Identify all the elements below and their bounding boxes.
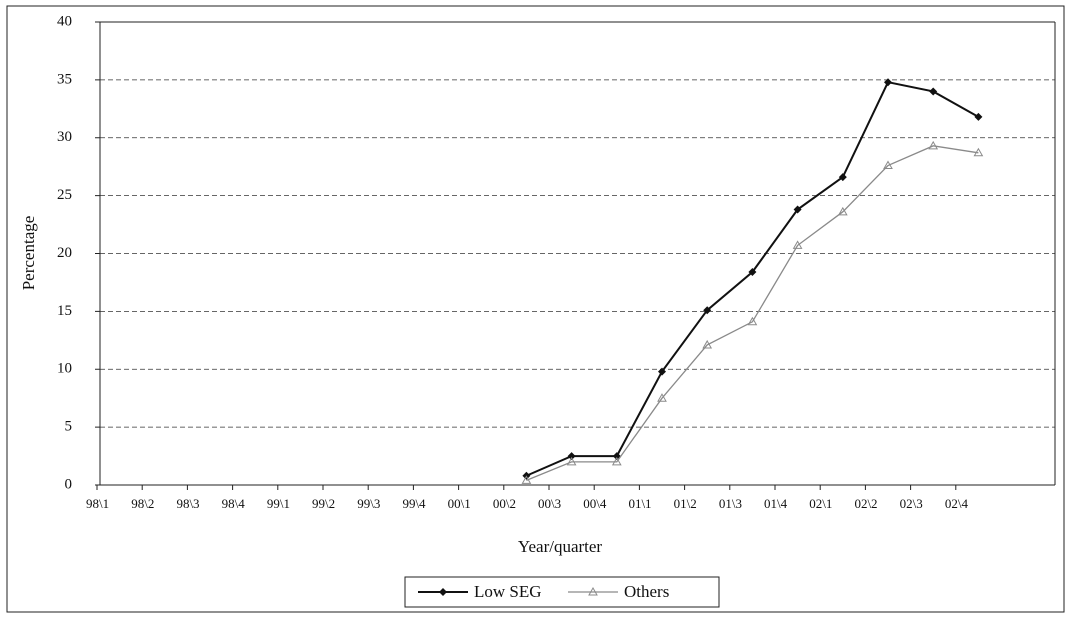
y-tick-label: 10 [57, 361, 72, 377]
y-tick-label: 0 [65, 476, 73, 492]
x-tick-label: 99\4 [402, 496, 426, 511]
y-tick-label: 20 [57, 245, 72, 261]
y-tick-label: 5 [65, 419, 73, 435]
x-tick-label: 02\2 [854, 496, 877, 511]
marker [883, 160, 893, 170]
marker [928, 140, 939, 150]
y-tick-label: 15 [57, 303, 72, 319]
x-tick-label: 00\1 [448, 496, 471, 511]
marker [588, 586, 598, 596]
marker [973, 147, 984, 157]
y-tick-label: 25 [57, 187, 72, 203]
x-tick-label: 01\3 [719, 496, 742, 511]
marker [837, 206, 848, 216]
x-tick-label: 98\4 [222, 496, 246, 511]
frame [6, 5, 1065, 613]
x-tick-label: 99\2 [312, 496, 335, 511]
y-axis-label: Percentage [19, 216, 38, 291]
x-tick-label: 01\1 [628, 496, 651, 511]
x-tick-label: 02\1 [809, 496, 832, 511]
y-tick-label: 30 [57, 129, 72, 145]
x-tick-label: 02\3 [900, 496, 923, 511]
legend-label: Low SEG [474, 582, 542, 601]
marker [703, 306, 712, 315]
legend-label: Others [624, 582, 669, 601]
marker [566, 456, 577, 466]
marker [929, 87, 938, 96]
marker [657, 393, 667, 402]
marker [838, 173, 847, 182]
x-tick-label: 00\3 [538, 496, 561, 511]
legend: Low SEG Others [404, 576, 720, 608]
x-tick-label: 99\3 [357, 496, 380, 511]
x-tick-label: 98\1 [86, 496, 109, 511]
marker [747, 316, 758, 326]
marker [793, 205, 802, 214]
marker [567, 452, 576, 461]
marker [702, 339, 713, 349]
marker [748, 268, 757, 277]
marker [521, 475, 532, 484]
x-tick-label: 98\2 [131, 496, 154, 511]
y-tick-label: 40 [57, 13, 72, 29]
x-tick-label: 02\4 [945, 496, 969, 511]
x-tick-label: 98\3 [176, 496, 199, 511]
marker [792, 240, 803, 249]
x-tick-label: 00\4 [583, 496, 607, 511]
x-tick-label: 99\1 [267, 496, 290, 511]
x-tick-label: 01\2 [674, 496, 697, 511]
marker [974, 112, 983, 121]
x-tick-label: 00\2 [493, 496, 516, 511]
marker [439, 588, 447, 596]
x-axis-label: Year/quarter [518, 537, 603, 556]
y-tick-label: 35 [57, 71, 72, 87]
x-tick-label: 01\4 [764, 496, 788, 511]
series-line [526, 145, 979, 481]
marker [658, 367, 666, 376]
series-line [526, 81, 979, 477]
marker [884, 78, 892, 87]
marker [611, 456, 622, 466]
